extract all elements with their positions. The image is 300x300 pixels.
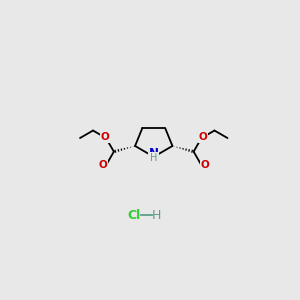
Text: O: O: [100, 132, 109, 142]
Text: O: O: [99, 160, 107, 170]
Text: O: O: [198, 132, 207, 142]
Text: N: N: [149, 147, 159, 160]
Text: H: H: [152, 208, 161, 221]
Text: O: O: [200, 160, 209, 170]
Text: Cl: Cl: [128, 208, 141, 221]
Text: H: H: [150, 153, 158, 163]
